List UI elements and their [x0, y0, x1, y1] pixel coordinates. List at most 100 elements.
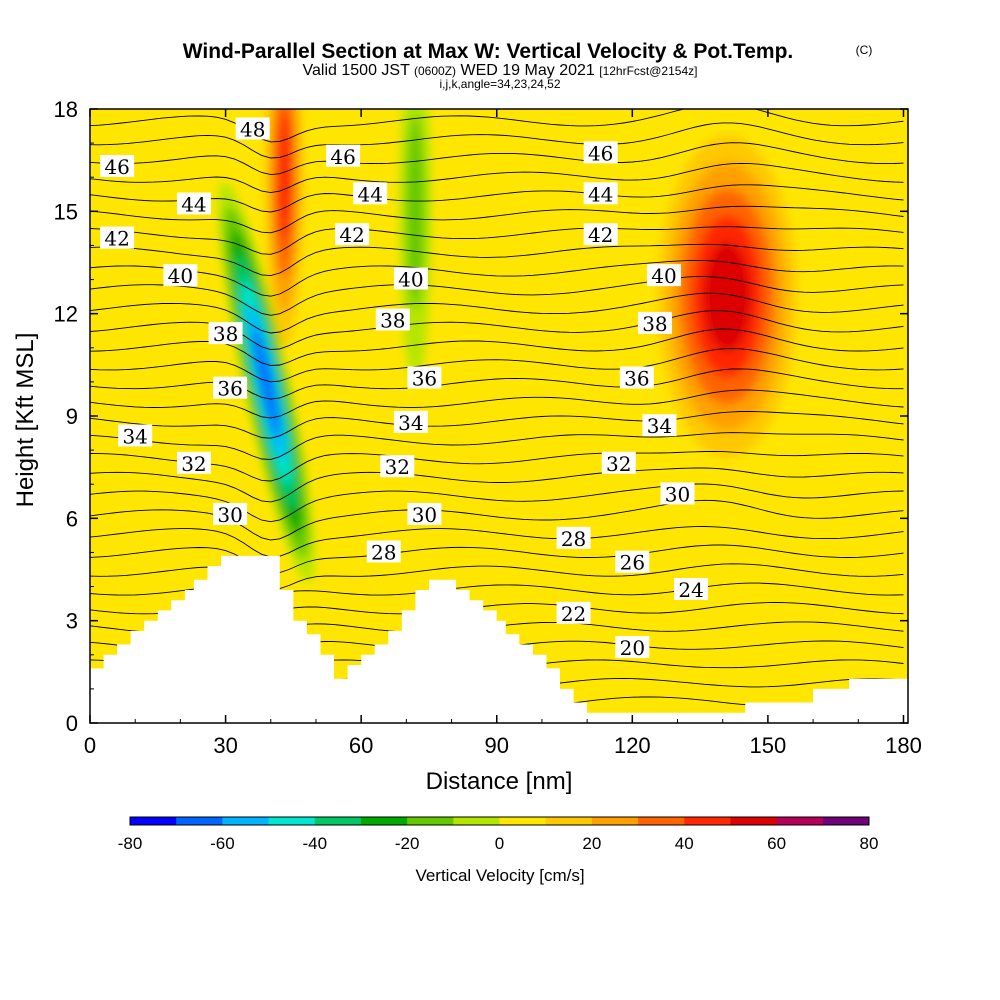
- contour-label: 44: [176, 192, 211, 217]
- theta-contour: [90, 483, 904, 523]
- colorbar: -80 -60 -40 -20 0 20 40 60 80: [118, 816, 878, 853]
- y-axis-label: Height [Kft MSL]: [12, 333, 39, 508]
- contour-label-bg: [118, 424, 153, 447]
- contour-label-bg: [375, 308, 410, 331]
- contour-label-bg: [556, 601, 591, 624]
- contour-label: 38: [208, 322, 243, 346]
- colorbar-label: Vertical Velocity [cm/s]: [415, 866, 584, 885]
- valid-prefix: Valid 1500 JST: [303, 62, 411, 79]
- contour-label-bg: [176, 192, 211, 215]
- contour-label: 26: [615, 550, 650, 575]
- contour-label: 40: [163, 264, 198, 288]
- contour-label: 40: [646, 264, 681, 288]
- colorbar-tick-label: 60: [767, 834, 786, 853]
- contour-label-text: 36: [412, 366, 437, 390]
- contour-label: 28: [366, 540, 401, 564]
- colorbar-frame: [129, 816, 870, 826]
- contour-label-text: 38: [380, 308, 405, 332]
- contour-label-bg: [642, 414, 677, 437]
- x-tick-label: 90: [484, 733, 508, 758]
- contour-label-text: 36: [624, 366, 649, 390]
- colorbar-swatch: [268, 817, 316, 825]
- theta-contour: [90, 276, 904, 316]
- contour-label-bg: [380, 455, 415, 478]
- contour-label: 44: [353, 182, 388, 206]
- colorbar-tick-label: -20: [395, 834, 420, 853]
- contour-label: 30: [407, 502, 442, 527]
- contour-label-bg: [235, 117, 270, 140]
- contour-label-bg: [353, 182, 388, 205]
- colorbar-swatch: [638, 817, 685, 825]
- theta-contour: [90, 184, 904, 213]
- contour-label-text: 40: [398, 268, 423, 292]
- colorbar-tick-label: 20: [582, 834, 601, 853]
- contour-label-text: 32: [181, 452, 206, 476]
- colorbar-swatch: [684, 817, 731, 825]
- w-contour-updraft: [277, 111, 292, 243]
- colorbar-swatch: [776, 817, 824, 825]
- contour-label-bg: [100, 154, 135, 177]
- contour-label-text: 42: [588, 223, 613, 247]
- colorbar-tick-label: 40: [675, 834, 694, 853]
- x-axis: 0 30 60 90 120 150 180: [84, 109, 922, 758]
- contour-label-bg: [326, 144, 361, 167]
- y-tick-label: 0: [66, 711, 78, 736]
- contour-label-bg: [100, 226, 135, 249]
- y-tick-label: 6: [66, 506, 78, 531]
- contour-label-bg: [163, 264, 198, 287]
- theta-contour: [90, 544, 904, 574]
- contour-label: 32: [601, 451, 636, 476]
- theta-contour: [90, 389, 904, 419]
- theta-contour: [90, 411, 904, 439]
- colorbar-swatch: [222, 817, 270, 825]
- contour-label-bg: [208, 322, 243, 345]
- contour-label: 20: [615, 635, 650, 660]
- theta-contour: [90, 292, 904, 334]
- contour-label-bg: [674, 577, 709, 600]
- contour-label-text: 44: [357, 182, 382, 206]
- x-axis-label: Distance [nm]: [426, 768, 573, 795]
- contour-label-text: 48: [240, 117, 265, 141]
- theta-contour: [90, 526, 904, 558]
- w-contour-updraft: [703, 241, 751, 352]
- copyright-mark: (C): [856, 43, 873, 57]
- colorbar-swatch: [176, 817, 223, 825]
- contour-label-text: 30: [665, 482, 690, 506]
- colorbar-swatch: [407, 817, 454, 825]
- valid-time-line: Valid 1500 JST (0600Z) WED 19 May 2021 […: [303, 62, 698, 79]
- contour-label: 38: [637, 311, 672, 336]
- y-tick-label: 3: [66, 609, 78, 634]
- contour-label-bg: [601, 451, 636, 474]
- x-tick-label: 60: [349, 733, 373, 758]
- colorbar-swatch: [453, 817, 500, 825]
- contour-label-text: 38: [642, 312, 667, 336]
- contour-label-text: 30: [217, 503, 242, 527]
- theta-contour: [90, 243, 904, 277]
- contour-label-text: 32: [606, 452, 631, 476]
- colorbar-swatch: [499, 817, 547, 825]
- grid-indices: i,j,k,angle=34,23,24,52: [439, 77, 560, 91]
- w-contour-downdraft: [253, 327, 280, 437]
- colorbar-swatch: [314, 817, 362, 825]
- contour-label: 34: [393, 410, 428, 435]
- contour-label-text: 34: [122, 424, 147, 448]
- x-tick-label: 30: [213, 733, 237, 758]
- contour-label-bg: [583, 141, 618, 164]
- valid-utc: (0600Z): [414, 64, 456, 78]
- y-tick-label: 9: [66, 404, 78, 429]
- x-tick-label: 120: [614, 733, 651, 758]
- contour-label-text: 34: [647, 414, 672, 438]
- contour-label: 34: [118, 424, 153, 448]
- contour-label: 34: [642, 414, 677, 438]
- theta-contour: [90, 162, 904, 194]
- contour-label: 38: [375, 308, 410, 332]
- contour-label: 46: [583, 141, 618, 165]
- colorbar-tick-label: 0: [495, 834, 504, 853]
- contour-label: 36: [619, 366, 654, 390]
- theta-contour: [90, 205, 904, 234]
- contour-label: 40: [393, 267, 428, 292]
- contour-label: 22: [556, 601, 591, 626]
- colorbar-swatch: [545, 817, 593, 825]
